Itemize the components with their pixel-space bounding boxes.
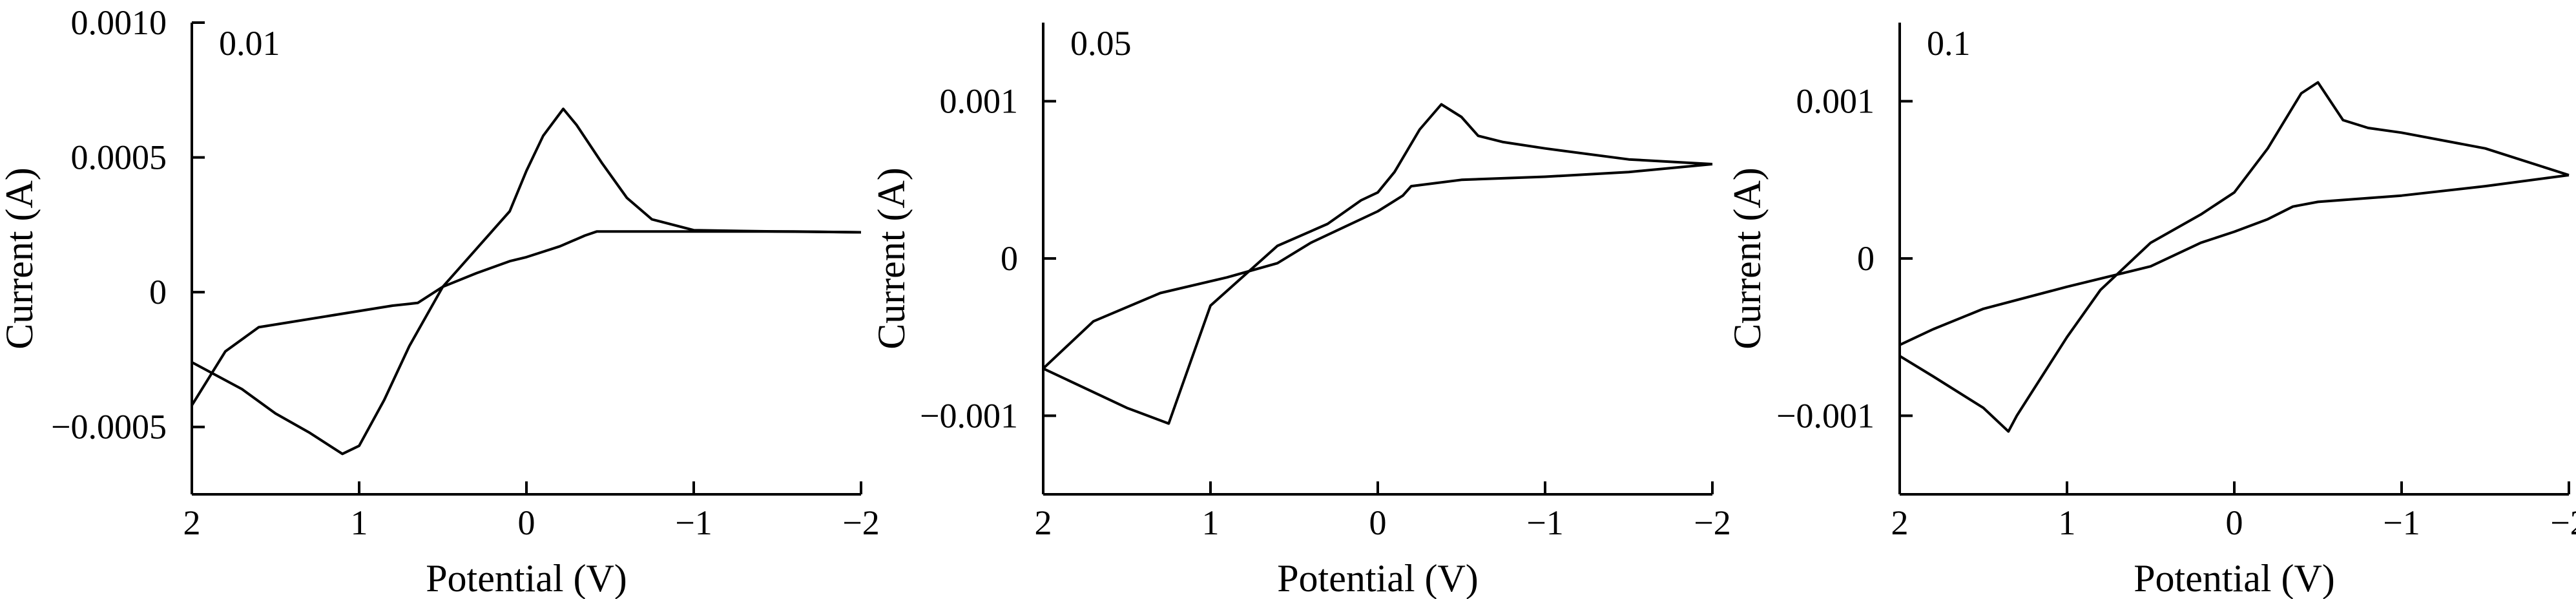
x-tick-label: 2: [1891, 503, 1909, 542]
x-axis-title: Potential (V): [2134, 557, 2335, 599]
x-tick-label: 2: [183, 503, 201, 542]
panel-tag: 0.01: [219, 24, 280, 63]
panel-tag: 0.05: [1070, 24, 1132, 63]
reverse-sweep-line: [1043, 103, 1713, 425]
x-tick-label: 0: [518, 503, 535, 542]
y-tick-label: 0.001: [940, 82, 1019, 121]
x-tick-label: −2: [2550, 503, 2576, 542]
panel-scan-rate-0.01: 0.0010 0.0005 0 −0.0005 2 1 0 −1 −2 Potential (V)…: [0, 3, 880, 599]
reverse-sweep-line: [191, 107, 862, 456]
y-tick-label: −0.001: [1776, 396, 1875, 435]
forward-sweep-line: [191, 230, 862, 406]
x-tick-label: 1: [1202, 503, 1220, 542]
reverse-sweep-line: [1898, 81, 2570, 433]
y-tick-label: 0.0005: [71, 138, 167, 177]
panel-tag: 0.1: [1927, 24, 1971, 63]
panel-scan-rate-0.05: 0.001 0 −0.001 2 1 0 −1 −2 Potential (V) Current …: [870, 23, 1731, 599]
x-axis-title: Potential (V): [1277, 557, 1479, 599]
y-tick-label: −0.0005: [51, 408, 167, 447]
y-tick-label: 0: [1001, 239, 1018, 278]
x-tick-label: 1: [351, 503, 368, 542]
y-tick-label: 0.001: [1796, 82, 1875, 121]
y-axis-title: Current (A): [0, 167, 41, 350]
forward-sweep-line: [1042, 163, 1713, 370]
y-tick-label: 0: [149, 273, 167, 311]
x-axis-title: Potential (V): [426, 557, 627, 599]
y-tick-label: 0.0010: [71, 3, 167, 42]
x-tick-label: 0: [1369, 503, 1387, 542]
y-tick-label: 0: [1857, 239, 1875, 278]
panel-scan-rate-0.1: 0.001 0 −0.001 2 1 0 −1 −2 Potential (V) Current …: [1726, 23, 2576, 599]
y-axis-title: Current (A): [870, 167, 913, 350]
y-tick-label: −0.001: [920, 396, 1018, 435]
x-tick-label: 0: [2226, 503, 2243, 542]
y-axis-title: Current (A): [1726, 167, 1769, 350]
x-tick-label: −1: [1526, 503, 1563, 542]
x-tick-label: −2: [1694, 503, 1730, 542]
x-tick-label: −2: [842, 503, 879, 542]
x-tick-label: −1: [2383, 503, 2420, 542]
x-tick-label: 2: [1035, 503, 1052, 542]
x-tick-label: 1: [2059, 503, 2076, 542]
x-tick-label: −1: [675, 503, 712, 542]
forward-sweep-line: [1899, 174, 2570, 346]
